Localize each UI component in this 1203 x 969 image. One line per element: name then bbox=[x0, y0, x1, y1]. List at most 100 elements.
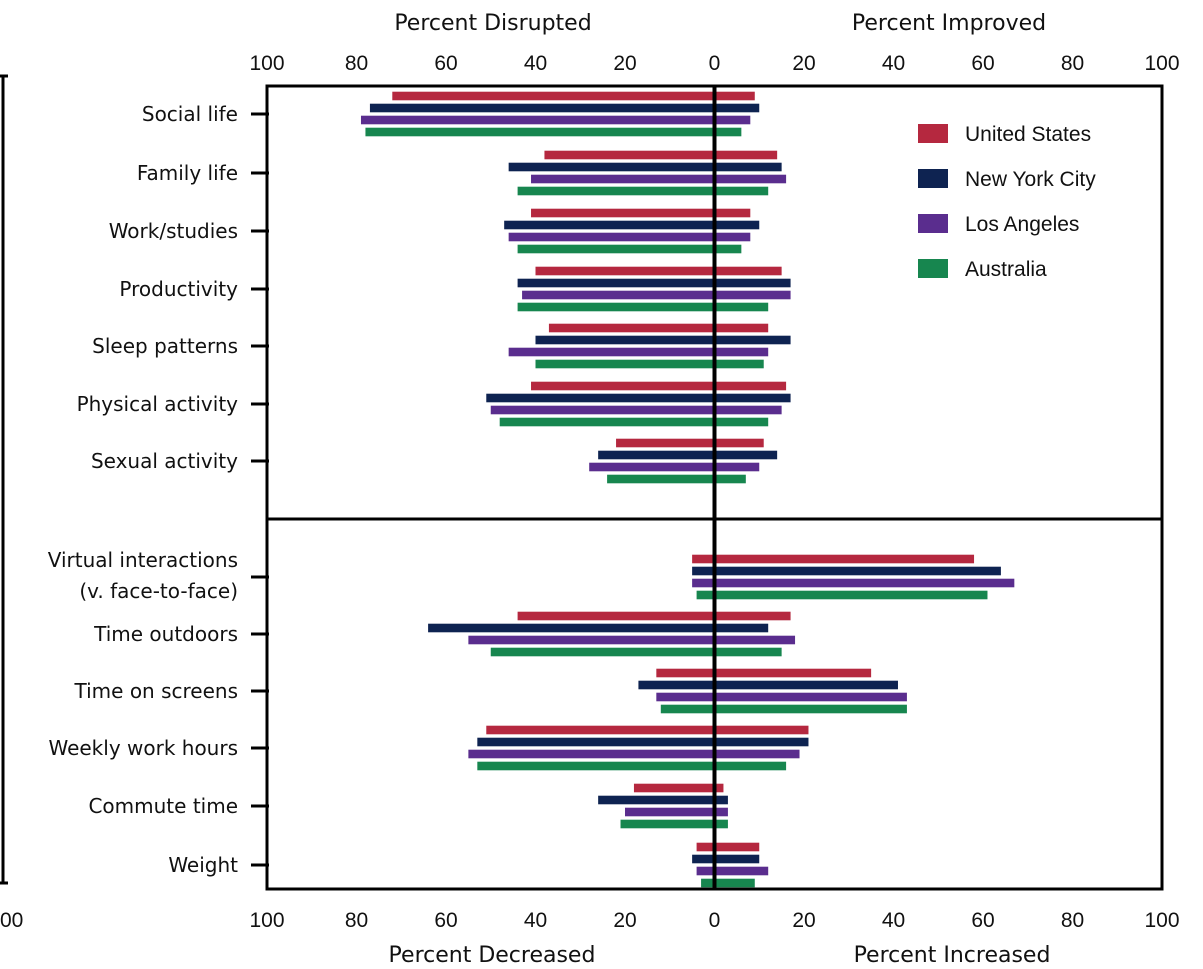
category-label: Virtual interactions (v. face-to-face) bbox=[48, 548, 238, 603]
bar-negative bbox=[477, 761, 715, 771]
top-axis-tick-label: 20 bbox=[792, 52, 815, 75]
bar-negative bbox=[360, 115, 715, 125]
bar-negative bbox=[696, 866, 715, 876]
bar-negative bbox=[696, 842, 715, 852]
category-label-line: Time outdoors bbox=[93, 622, 238, 646]
category-label-line: Weekly work hours bbox=[48, 736, 238, 760]
bar-positive bbox=[714, 186, 769, 196]
bar-positive bbox=[714, 417, 769, 427]
bar-negative bbox=[428, 623, 715, 633]
bar-positive bbox=[714, 450, 778, 460]
bar-positive bbox=[714, 635, 796, 645]
bar-negative bbox=[656, 668, 715, 678]
bar-negative bbox=[535, 335, 715, 345]
bar-positive bbox=[714, 438, 764, 448]
bar-positive bbox=[714, 866, 769, 876]
bar-positive bbox=[714, 232, 751, 242]
bar-positive bbox=[714, 842, 760, 852]
bar-negative bbox=[544, 150, 715, 160]
bar-negative bbox=[508, 347, 715, 357]
bar-negative bbox=[598, 795, 715, 805]
category-label-line: Sleep patterns bbox=[92, 334, 238, 358]
bar-negative bbox=[486, 393, 715, 403]
bar-positive bbox=[714, 725, 809, 735]
bar-positive bbox=[714, 590, 988, 600]
category-label: Sleep patterns bbox=[92, 334, 238, 358]
bar-negative bbox=[517, 611, 715, 621]
category-label: Work/studies bbox=[109, 219, 238, 243]
category-label-line: Time on screens bbox=[74, 679, 238, 703]
category-label-line: Social life bbox=[142, 102, 238, 126]
bar-positive bbox=[714, 623, 769, 633]
bottom-axis-tick-label: 80 bbox=[1061, 909, 1084, 932]
bottom-axis-tick-label: 20 bbox=[792, 909, 815, 932]
bar-positive bbox=[714, 878, 755, 888]
category-label-line: Weight bbox=[168, 853, 238, 877]
bar-negative bbox=[589, 462, 715, 472]
bar-positive bbox=[714, 323, 769, 333]
bar-negative bbox=[522, 290, 715, 300]
bottom-axis-tick-label: 20 bbox=[613, 909, 636, 932]
bar-negative bbox=[692, 566, 715, 576]
bar-negative bbox=[696, 590, 715, 600]
legend-swatch bbox=[918, 169, 948, 188]
category-label: Social life bbox=[142, 102, 238, 126]
legend-label: New York City bbox=[965, 168, 1096, 191]
bar-positive bbox=[714, 302, 769, 312]
category-label: Time on screens bbox=[74, 679, 238, 703]
bar-positive bbox=[714, 807, 728, 817]
legend: United States New York City Los Angeles Aus… bbox=[918, 123, 1096, 281]
bar-negative bbox=[660, 704, 715, 714]
category-label: Time outdoors bbox=[93, 622, 238, 646]
bar-negative bbox=[616, 438, 715, 448]
bar-positive bbox=[714, 692, 907, 702]
bar-negative bbox=[365, 127, 715, 137]
top-axis-tick-label: 0 bbox=[709, 52, 721, 75]
bar-positive bbox=[714, 749, 800, 759]
top-axis-tick-label: 20 bbox=[613, 52, 636, 75]
legend-swatch bbox=[918, 214, 948, 233]
legend-swatch bbox=[918, 124, 948, 143]
bar-positive bbox=[714, 381, 787, 391]
top-axis-tick-label: 40 bbox=[882, 52, 905, 75]
bar-negative bbox=[517, 244, 715, 254]
bar-positive bbox=[714, 103, 760, 113]
bar-negative bbox=[490, 405, 715, 415]
bar-negative bbox=[490, 647, 715, 657]
bar-positive bbox=[714, 115, 751, 125]
bar-positive bbox=[714, 680, 898, 690]
bar-positive bbox=[714, 278, 791, 288]
bottom-axis-tick-label: 60 bbox=[971, 909, 994, 932]
bar-negative bbox=[692, 578, 715, 588]
bar-positive bbox=[714, 611, 791, 621]
category-label-line: Virtual interactions bbox=[48, 548, 238, 572]
bar-negative bbox=[535, 266, 715, 276]
bar-negative bbox=[499, 417, 715, 427]
bar-negative bbox=[392, 91, 715, 101]
top-axis-tick-label: 80 bbox=[1061, 52, 1084, 75]
bottom-right-axis-title: Percent Increased bbox=[854, 943, 1051, 968]
bar-positive bbox=[714, 220, 760, 230]
bar-positive bbox=[714, 208, 751, 218]
bottom-axis-tick-label: 40 bbox=[882, 909, 905, 932]
top-axis-tick-label: 100 bbox=[249, 52, 284, 75]
category-label: Weight bbox=[168, 853, 238, 877]
top-axis-tick-label: 100 bbox=[1144, 52, 1179, 75]
legend-label: Australia bbox=[965, 258, 1047, 281]
bar-positive bbox=[714, 737, 809, 747]
bottom-axis-tick-label: 60 bbox=[434, 909, 457, 932]
legend-swatch bbox=[918, 259, 948, 278]
bar-layer bbox=[360, 91, 1015, 888]
legend-label: Los Angeles bbox=[965, 213, 1079, 236]
bar-positive bbox=[714, 174, 787, 184]
bar-positive bbox=[714, 647, 782, 657]
bottom-axis-tick-label: 0 bbox=[709, 909, 721, 932]
bar-positive bbox=[714, 162, 782, 172]
bar-positive bbox=[714, 668, 872, 678]
axis-layer bbox=[251, 86, 717, 889]
bar-positive bbox=[714, 359, 764, 369]
bar-positive bbox=[714, 405, 782, 415]
bar-negative bbox=[477, 737, 715, 747]
bar-negative bbox=[598, 450, 715, 460]
